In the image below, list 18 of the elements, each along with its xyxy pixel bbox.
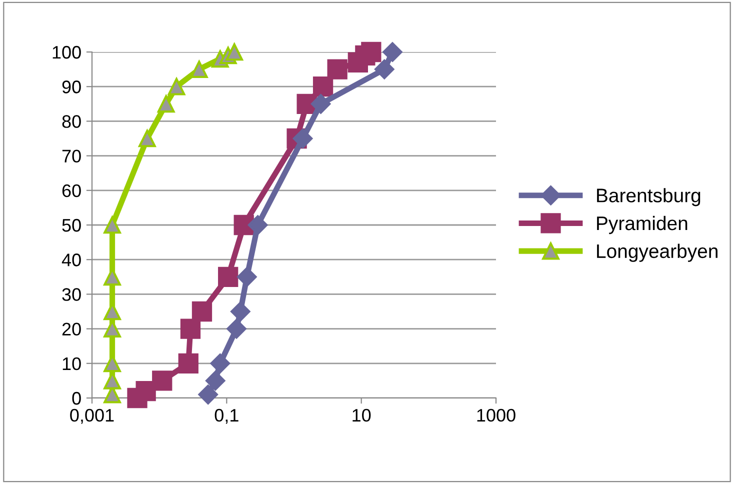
y-tick-label: 70 <box>62 150 81 163</box>
y-tick-label: 50 <box>62 218 81 232</box>
y-tick-label: 0 <box>72 392 81 405</box>
y-tick-label: 10 <box>62 357 81 370</box>
y-tick-label: 20 <box>62 322 81 336</box>
y-tick-label: 60 <box>62 184 81 198</box>
legend-label: Barentsburg <box>597 188 700 206</box>
x-tick-label: 0,001 <box>70 408 114 424</box>
x-tick-label: 0,1 <box>214 408 238 424</box>
legend-label: Pyramiden <box>597 216 688 234</box>
y-tick-label: 30 <box>62 288 81 301</box>
x-tick-label: 1000 <box>477 408 516 422</box>
y-tick-label: 90 <box>62 80 81 94</box>
x-tick-label: 10 <box>352 408 371 422</box>
y-tick-label: 40 <box>62 254 81 266</box>
y-tick-label: 100 <box>52 46 81 59</box>
legend-label: Longyearbyen <box>597 244 718 262</box>
y-tick-label: 80 <box>62 115 81 128</box>
